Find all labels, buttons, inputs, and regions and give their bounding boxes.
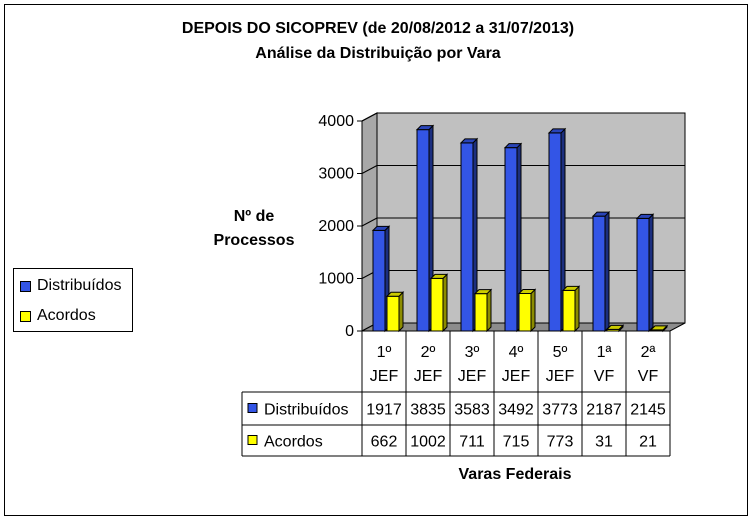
legend-swatch-acordos bbox=[20, 310, 31, 322]
bar-top bbox=[547, 128, 567, 134]
table-cell-value: 715 bbox=[503, 434, 530, 451]
bar-top bbox=[415, 125, 435, 131]
x-tick-label-line-2: JEF bbox=[502, 368, 531, 385]
legend-swatch-distribuidos bbox=[20, 280, 31, 292]
y-tick-label: 2000 bbox=[318, 218, 354, 235]
bar-top bbox=[385, 291, 405, 297]
bar-side bbox=[574, 285, 580, 333]
bar-side bbox=[486, 288, 492, 333]
bar-side bbox=[442, 273, 448, 333]
x-tick-label-line-2: JEF bbox=[414, 368, 443, 385]
table-cell-value: 2187 bbox=[586, 402, 622, 419]
table-cell-value: 2145 bbox=[630, 402, 666, 419]
bar-distribuidos-2 bbox=[460, 142, 474, 332]
table-cell-value: 31 bbox=[595, 434, 613, 451]
x-tick-label-line-1: 2ª bbox=[641, 344, 656, 361]
legend: Distribuídos Acordos bbox=[13, 268, 133, 332]
table-row-label-acordos: Acordos bbox=[264, 434, 323, 451]
x-tick-label-line-1: 1ª bbox=[597, 344, 612, 361]
y-tick-label: 0 bbox=[345, 323, 354, 340]
bar-top bbox=[503, 143, 523, 149]
chart-subtitle: Análise da Distribuição por Vara bbox=[255, 45, 501, 62]
x-tick-label-line-1: 3º bbox=[465, 344, 480, 361]
table-cell-value: 3773 bbox=[542, 402, 578, 419]
x-tick-label-line-2: VF bbox=[594, 368, 615, 385]
bar-distribuidos-6 bbox=[636, 217, 650, 332]
bar-top bbox=[429, 273, 449, 279]
bar-distribuidos-1 bbox=[416, 129, 430, 332]
table-swatch-acordos bbox=[247, 435, 258, 445]
legend-item-distribuidos: Distribuídos bbox=[20, 277, 121, 295]
bar-top bbox=[371, 225, 391, 231]
table-cell-value: 3835 bbox=[410, 402, 446, 419]
y-axis-label-line-1: Nº de bbox=[233, 208, 275, 225]
chart-title: DEPOIS DO SICOPREV (de 20/08/2012 a 31/0… bbox=[181, 20, 575, 37]
x-tick-label-line-2: VF bbox=[638, 368, 659, 385]
y-tick-label: 1000 bbox=[318, 271, 354, 288]
legend-label-acordos: Acordos bbox=[37, 307, 96, 324]
gridline-side bbox=[361, 112, 378, 122]
x-tick-label-line-1: 4º bbox=[509, 344, 524, 361]
bar-distribuidos-0 bbox=[372, 229, 386, 332]
table-cell-value: 1917 bbox=[366, 402, 402, 419]
bar-distribuidos-3 bbox=[504, 147, 518, 332]
bar-distribuidos-4 bbox=[548, 132, 562, 332]
x-tick-label-line-1: 5º bbox=[553, 344, 568, 361]
x-tick-label-line-2: JEF bbox=[546, 368, 575, 385]
table-cell-value: 711 bbox=[459, 434, 485, 451]
bar-distribuidos-5 bbox=[592, 215, 606, 332]
x-tick-label-line-1: 1º bbox=[377, 344, 392, 361]
table-swatch-distribuidos bbox=[247, 403, 258, 413]
y-tick-label: 3000 bbox=[318, 166, 354, 183]
bar-top bbox=[635, 213, 655, 219]
legend-label-distribuidos: Distribuídos bbox=[37, 277, 122, 294]
bar-top bbox=[473, 289, 493, 295]
bar-top bbox=[649, 325, 669, 331]
table-cell-value: 21 bbox=[639, 434, 657, 451]
bar-acordos-1 bbox=[430, 277, 444, 332]
x-axis-label: Varas Federais bbox=[458, 466, 572, 483]
bar-side bbox=[648, 213, 654, 333]
bar-acordos-0 bbox=[386, 295, 400, 332]
table-row-label-distribuidos: Distribuídos bbox=[264, 402, 348, 419]
bar-top bbox=[591, 211, 611, 217]
x-tick-label-line-2: JEF bbox=[458, 368, 487, 385]
x-tick-label-line-1: 2º bbox=[421, 344, 436, 361]
legend-item-acordos: Acordos bbox=[20, 307, 96, 325]
bar-top bbox=[459, 138, 479, 144]
bar-acordos-4 bbox=[562, 289, 576, 332]
bar-side bbox=[530, 288, 536, 333]
bar-acordos-3 bbox=[518, 292, 532, 332]
gridline-side bbox=[361, 217, 378, 227]
y-axis-label-line-2: Processos bbox=[213, 232, 295, 249]
table-cell-value: 1002 bbox=[410, 434, 446, 451]
gridline-side bbox=[361, 165, 378, 174]
bar-top bbox=[605, 324, 625, 330]
bar-top bbox=[561, 285, 581, 291]
y-axis-label: Nº de Processos bbox=[200, 205, 308, 253]
bar-top bbox=[517, 288, 537, 294]
table-cell-value: 662 bbox=[371, 434, 398, 451]
y-tick-label: 4000 bbox=[318, 113, 354, 130]
bar-acordos-2 bbox=[474, 293, 488, 332]
table-cell-value: 773 bbox=[547, 434, 574, 451]
bar-side bbox=[604, 210, 610, 333]
x-tick-label-line-2: JEF bbox=[370, 368, 399, 385]
bar-side bbox=[398, 291, 404, 333]
table-cell-value: 3583 bbox=[454, 402, 490, 419]
table-cell-value: 3492 bbox=[498, 402, 534, 419]
